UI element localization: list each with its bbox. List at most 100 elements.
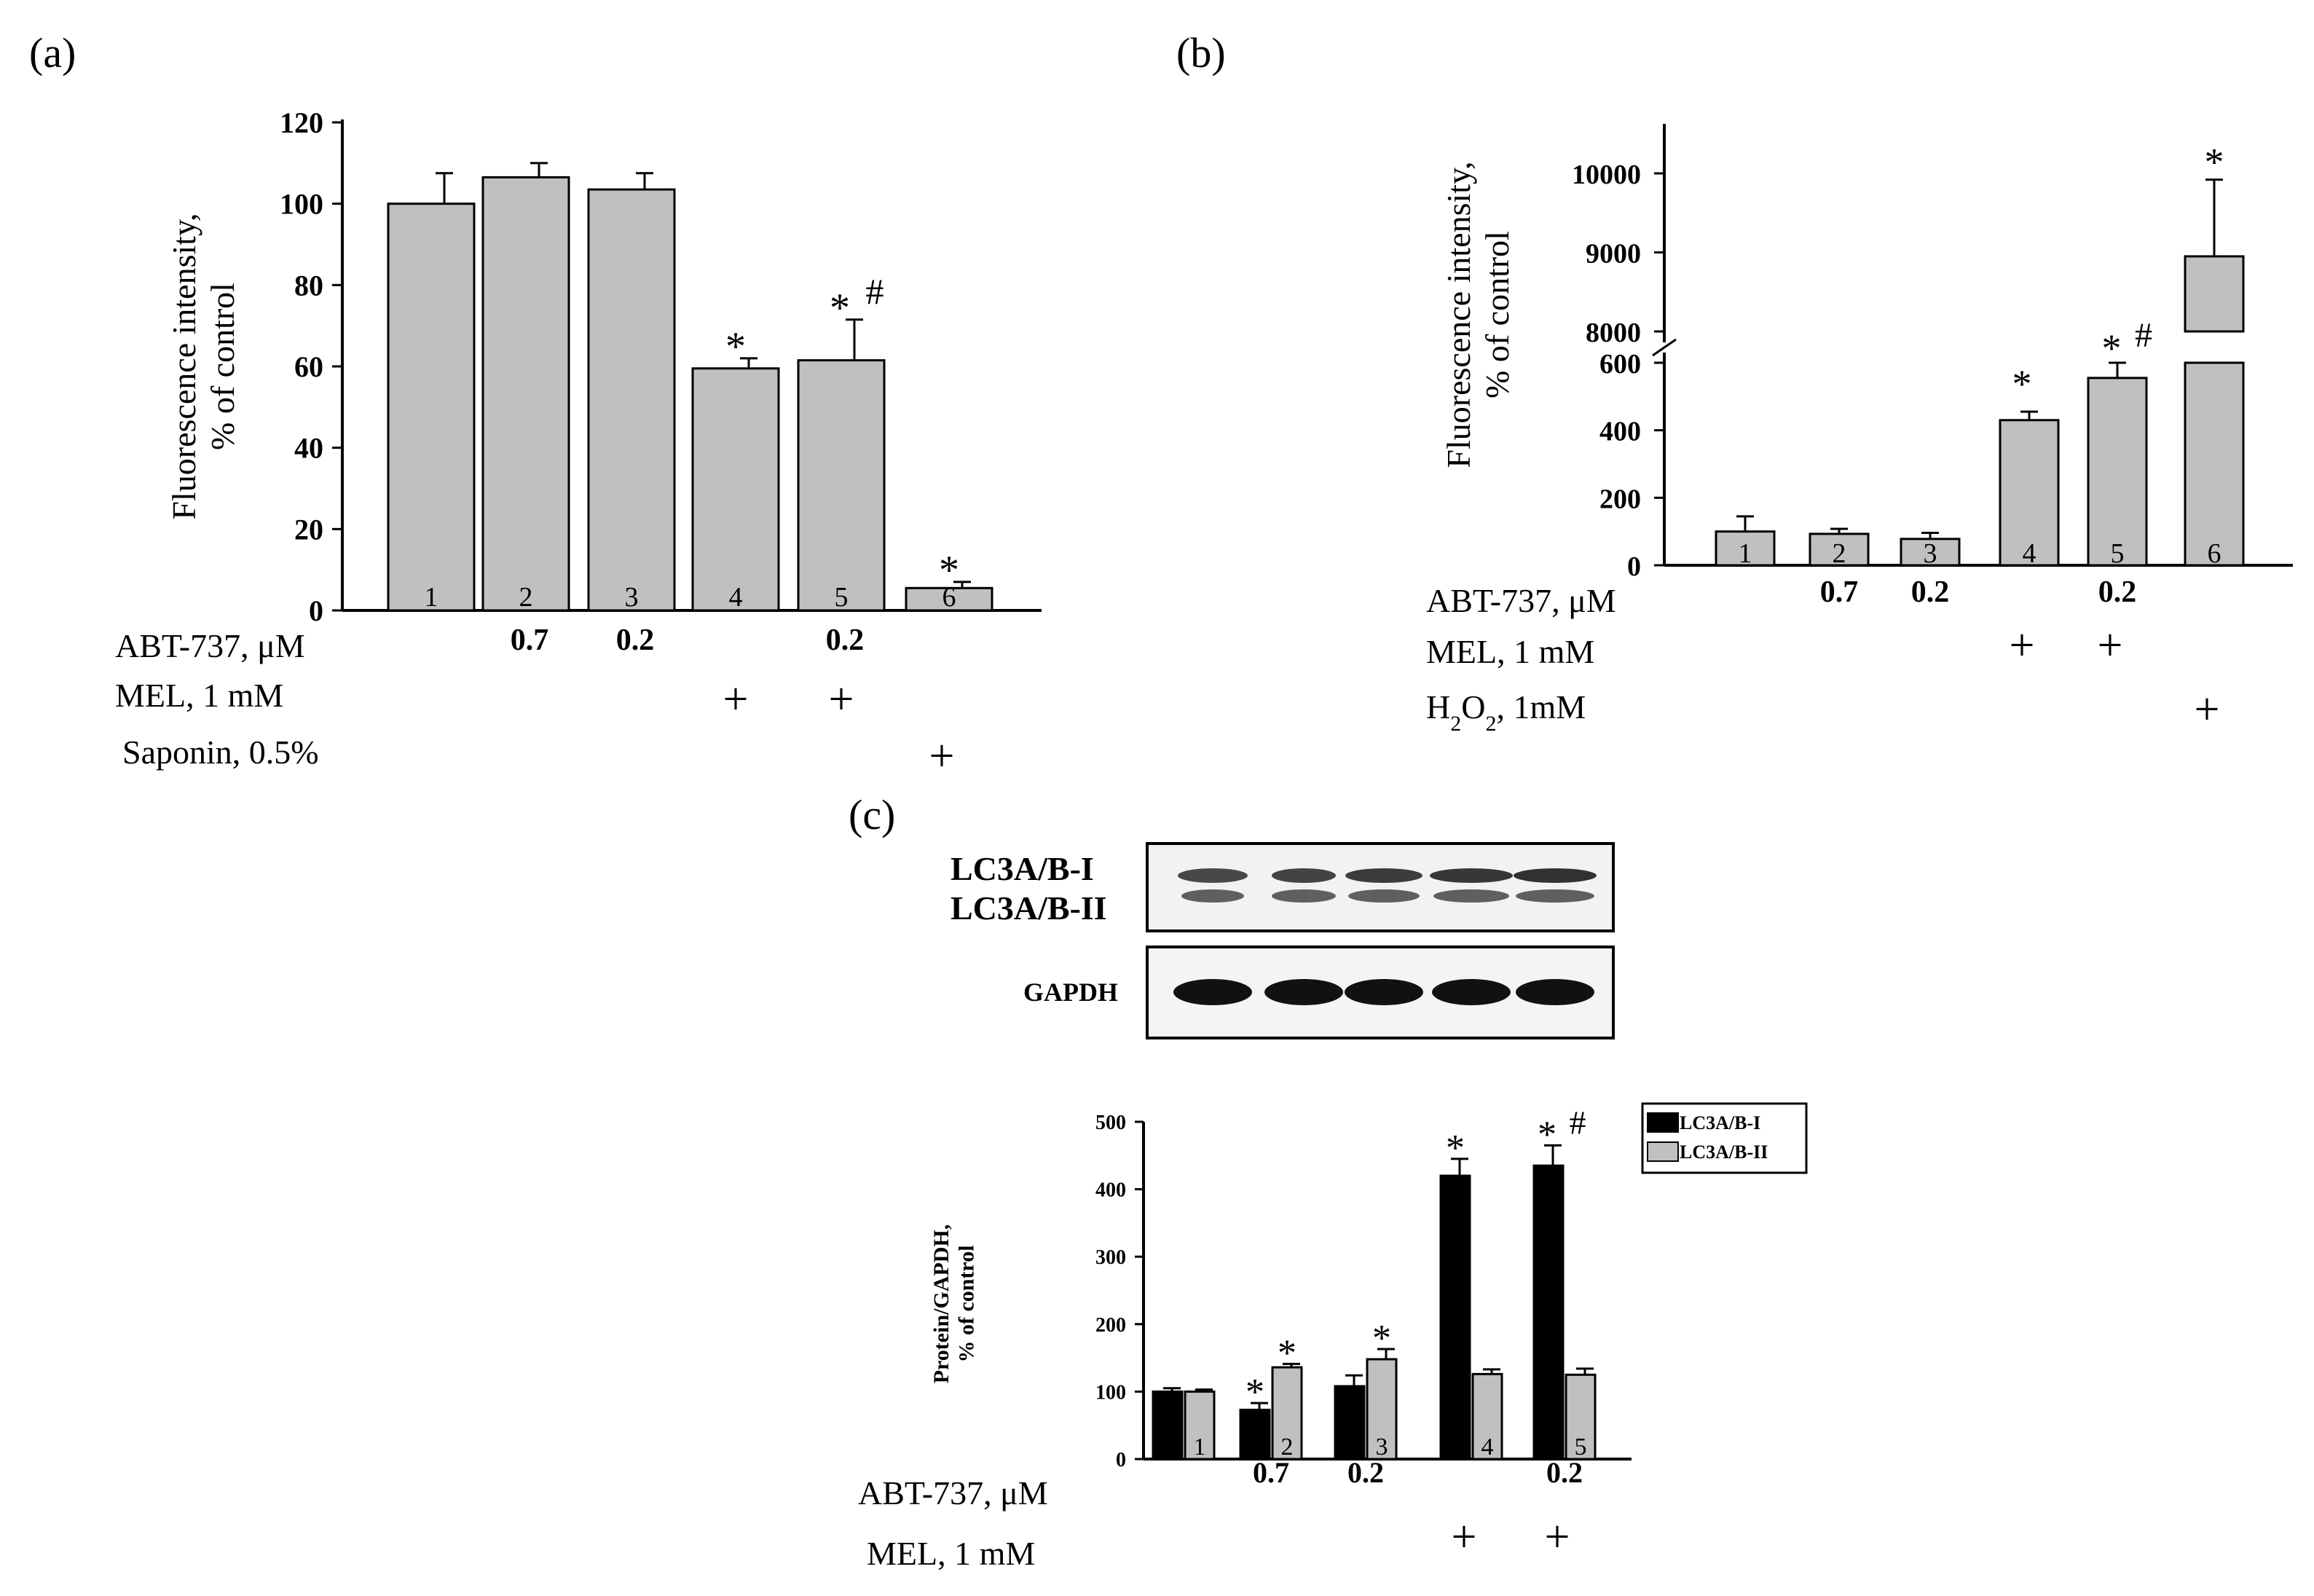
y-tick-label: 600	[1599, 349, 1641, 380]
blot-label-lc3-ii: LC3A/B-II	[951, 889, 1107, 927]
y-tick-label: 8000	[1586, 318, 1641, 348]
legend-swatch	[1647, 1112, 1679, 1133]
y-tick-label: 500	[1095, 1112, 1126, 1134]
panel-label-a: (a)	[29, 29, 76, 76]
y-tick-label: 0	[1116, 1449, 1126, 1471]
axis-break-mark	[1652, 338, 1677, 357]
significance-hash: #	[1570, 1104, 1586, 1141]
significance-star: *	[830, 286, 850, 331]
bar-number-label: 2	[1281, 1434, 1294, 1461]
bar-number-label: 2	[519, 582, 533, 613]
band-lc3-ii	[1181, 889, 1244, 903]
y-tick-label: 20	[294, 513, 323, 546]
significance-star: *	[1278, 1332, 1296, 1374]
condition-label: ABT-737, μM	[115, 627, 305, 664]
bar-number-label: 1	[425, 582, 438, 613]
condition-value: +	[1452, 1512, 1477, 1562]
bar-lc3-i	[1334, 1385, 1366, 1461]
bar	[587, 188, 676, 612]
y-tick-label: 60	[294, 350, 323, 383]
blot-bands-gapdh	[1173, 979, 1594, 1005]
blot-label-lc3-i: LC3A/B-I	[951, 850, 1094, 887]
significance-star: *	[2012, 362, 2032, 406]
y-axis-label: Fluorescence intensity,% of control	[1440, 161, 1516, 468]
bar-lc3-ii	[1565, 1373, 1597, 1461]
significance-star: *	[939, 548, 959, 593]
bar-number-label: 4	[729, 582, 743, 613]
blot-label-gapdh: GAPDH	[1023, 978, 1118, 1007]
bar-lc3-ii	[1184, 1390, 1216, 1461]
chart-c: 0 100 200 300 400 500 Protein/GAPDH,% of contr…	[858, 1102, 1808, 1572]
bar-number-label: 5	[835, 582, 849, 613]
blot-bands-lc3	[1178, 868, 1597, 903]
condition-value: 0.2	[826, 624, 865, 657]
significance-star: *	[2102, 326, 2122, 370]
bar-lc3-i	[1239, 1408, 1271, 1461]
condition-label: ABT-737, μM	[858, 1474, 1048, 1512]
significance-star: *	[1538, 1114, 1557, 1155]
bar-number-label: 1	[1739, 538, 1752, 569]
bar-number-label: 1	[1194, 1434, 1206, 1461]
significance-star: *	[1372, 1318, 1391, 1359]
bar-lc3-ii	[1471, 1372, 1503, 1461]
condition-value: +	[723, 675, 749, 724]
band-lc3-ii	[1272, 889, 1336, 903]
bar-number-label: 2	[1833, 538, 1846, 569]
band-gapdh	[1173, 979, 1252, 1005]
band-lc3-i	[1430, 868, 1513, 883]
condition-value: +	[2010, 621, 2035, 670]
condition-value: 0.7	[511, 624, 549, 657]
western-blot: LC3A/B-I LC3A/B-II GAPDH	[951, 842, 1615, 1039]
y-axis-label: Fluorescence intensity,% of control	[165, 213, 241, 519]
y-tick-label: 400	[1599, 417, 1641, 447]
y-tick-label: 100	[280, 188, 323, 221]
y-tick-label: 10000	[1572, 160, 1641, 190]
legend-entry: LC3A/B-I	[1680, 1112, 1760, 1133]
bar	[797, 359, 886, 612]
y-tick-label: 400	[1095, 1179, 1126, 1202]
bar	[905, 586, 993, 612]
bar-number-label: 6	[2208, 538, 2221, 569]
condition-value: 0.2	[1347, 1456, 1384, 1489]
bar-number-label: 3	[625, 582, 639, 613]
bar-lc3-i	[1532, 1164, 1565, 1461]
significance-hash: #	[866, 271, 884, 312]
condition-label: Saponin, 0.5%	[122, 734, 319, 771]
bar-number-label: 5	[1575, 1434, 1587, 1461]
bar-lc3-ii	[1271, 1366, 1303, 1461]
legend-entry: LC3A/B-II	[1680, 1141, 1768, 1163]
bar-number-label: 4	[2023, 538, 2036, 569]
condition-label: ABT-737, μM	[1426, 582, 1616, 619]
bar	[387, 203, 476, 612]
panel-label-c: (c)	[849, 791, 895, 838]
blot-panel-lc3	[1146, 842, 1615, 932]
significance-hash: #	[2135, 316, 2152, 355]
condition-label: MEL, 1 mM	[115, 677, 283, 714]
y-tick-label: 200	[1599, 484, 1641, 514]
y-tick-label: 9000	[1586, 239, 1641, 270]
band-gapdh	[1516, 979, 1594, 1005]
condition-value: +	[2098, 621, 2123, 670]
bar-lc3-i	[1152, 1390, 1184, 1461]
condition-value: 0.7	[1820, 575, 1859, 609]
bar	[1809, 532, 1870, 567]
bar-upper-segment	[2184, 255, 2245, 333]
significance-star: *	[725, 324, 746, 369]
significance-star: *	[1245, 1372, 1264, 1413]
condition-value: 0.2	[1911, 575, 1950, 609]
bar-number-label: 1	[1162, 1434, 1174, 1461]
bar	[1715, 530, 1776, 567]
bar-number-label: 2	[1249, 1434, 1262, 1461]
band-lc3-i	[1514, 868, 1597, 883]
bar	[2087, 377, 2148, 567]
condition-value: +	[829, 675, 854, 724]
y-tick-label: 300	[1095, 1246, 1126, 1269]
chart-a: 0 20 40 60 80 100 120 Fluorescence intensity,% …	[115, 106, 1042, 781]
bar-number-label: 5	[1543, 1434, 1555, 1461]
y-axis-label: Protein/GAPDH,% of control	[929, 1224, 979, 1384]
condition-value: +	[929, 731, 955, 781]
condition-value: +	[2195, 685, 2220, 734]
y-tick-label: 0	[1627, 551, 1641, 582]
